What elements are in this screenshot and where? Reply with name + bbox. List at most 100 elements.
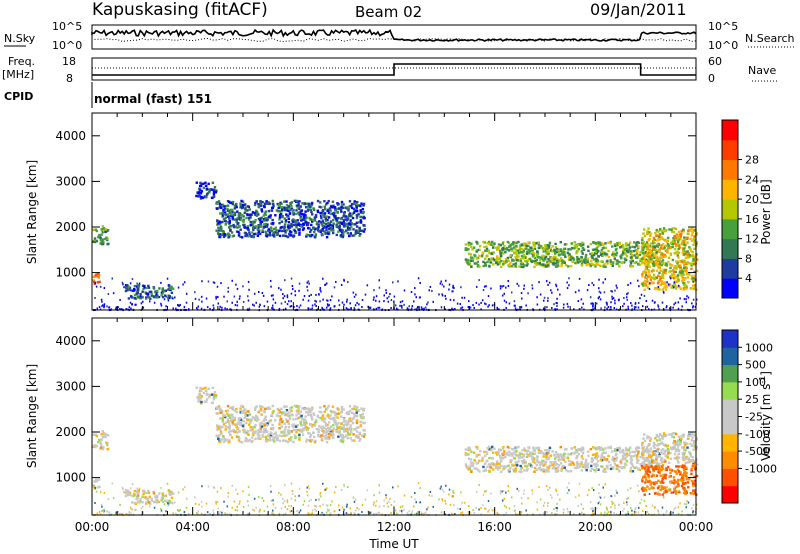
velocity-cell — [238, 421, 241, 424]
velocity-cell — [338, 429, 341, 432]
power-cell — [244, 207, 247, 210]
velocity-cell — [332, 427, 335, 430]
velocity-cell — [218, 428, 222, 431]
velocity-cell — [684, 474, 688, 477]
power-cell — [693, 274, 697, 278]
velocity-cell — [212, 397, 216, 401]
power-cell — [104, 228, 108, 231]
power-cell — [239, 203, 242, 207]
power-cell — [594, 250, 598, 253]
velocity-cell — [355, 434, 358, 437]
velocity-cell — [272, 409, 275, 413]
power-cell — [326, 209, 329, 212]
power-cell — [331, 231, 335, 235]
power-cell — [571, 260, 574, 264]
velocity-cell — [246, 430, 250, 433]
power-cell — [245, 233, 248, 236]
power-cell — [199, 184, 203, 188]
velocity-cell — [285, 413, 288, 417]
power-cell — [635, 244, 638, 247]
power-cell — [604, 278, 607, 281]
power-cell — [542, 263, 545, 266]
power-cell — [336, 221, 339, 224]
velocity-cell — [648, 453, 651, 456]
power-cell — [323, 225, 326, 228]
power-cell — [495, 261, 498, 264]
power-cell — [690, 264, 693, 267]
velocity-cell — [569, 453, 573, 456]
power-cell — [342, 223, 346, 227]
power-cell — [497, 247, 500, 250]
power-cell — [271, 234, 274, 237]
power-cell — [684, 243, 687, 247]
power-cell — [411, 307, 413, 310]
power-cell — [137, 285, 140, 289]
power-cell — [505, 306, 507, 309]
power-cell — [633, 254, 636, 257]
power-cell — [520, 261, 524, 265]
power-cell — [531, 251, 534, 254]
power-cell — [270, 294, 273, 297]
power-cell — [614, 302, 616, 305]
power-cell — [160, 291, 163, 294]
power-cell — [681, 259, 685, 262]
power-cell — [399, 301, 402, 304]
power-cell — [393, 300, 395, 303]
power-cell — [226, 221, 230, 224]
power-cell — [692, 287, 696, 291]
velocity-cell — [491, 457, 495, 460]
colorbar-tick-label: 16 — [745, 213, 759, 226]
power-cell — [667, 283, 670, 286]
power-cell — [298, 213, 301, 216]
power-cell — [217, 226, 220, 229]
power-cell — [421, 308, 424, 311]
power-cell — [514, 265, 518, 268]
velocity-cell — [98, 438, 101, 442]
velocity-cell — [607, 454, 610, 458]
power-cell — [360, 229, 364, 233]
power-cell — [336, 210, 339, 214]
power-cell — [572, 258, 576, 261]
power-cell — [265, 225, 269, 228]
power-cell — [345, 307, 348, 310]
velocity-cell — [502, 465, 506, 468]
velocity-cell — [511, 454, 514, 457]
power-cell — [160, 302, 162, 305]
power-cell — [623, 257, 627, 260]
power-cell — [676, 243, 680, 246]
velocity-cell — [525, 455, 529, 459]
power-cell — [645, 248, 649, 251]
power-cell — [349, 221, 352, 225]
power-cell — [666, 281, 668, 284]
power-cell — [219, 212, 222, 215]
power-cell — [199, 197, 203, 200]
velocity-cell — [262, 422, 266, 426]
power-cell — [223, 233, 226, 236]
velocity-cell — [161, 500, 165, 504]
power-cell — [277, 206, 280, 210]
power-cell — [278, 307, 281, 310]
velocity-cell — [279, 418, 282, 421]
velocity-cell — [685, 455, 689, 459]
power-cell — [618, 241, 621, 245]
power-cell — [319, 211, 322, 215]
power-cell — [501, 247, 504, 251]
velocity-cell — [269, 433, 272, 437]
power-cell — [653, 254, 656, 257]
power-cell — [236, 304, 239, 307]
power-cell — [226, 215, 230, 218]
velocity-cell — [327, 404, 330, 408]
velocity-cell — [464, 448, 468, 451]
power-cell — [284, 279, 286, 282]
power-cell — [657, 266, 661, 269]
date-title: 09/Jan/2011 — [590, 0, 687, 19]
power-cell — [93, 237, 97, 240]
velocity-cell — [231, 415, 234, 419]
velocity-cell — [547, 451, 551, 454]
velocity-cell — [531, 457, 534, 460]
power-cell — [483, 285, 486, 288]
power-cell — [615, 262, 618, 266]
power-cell — [568, 277, 570, 280]
power-cell — [609, 262, 613, 266]
velocity-cell — [306, 431, 310, 435]
